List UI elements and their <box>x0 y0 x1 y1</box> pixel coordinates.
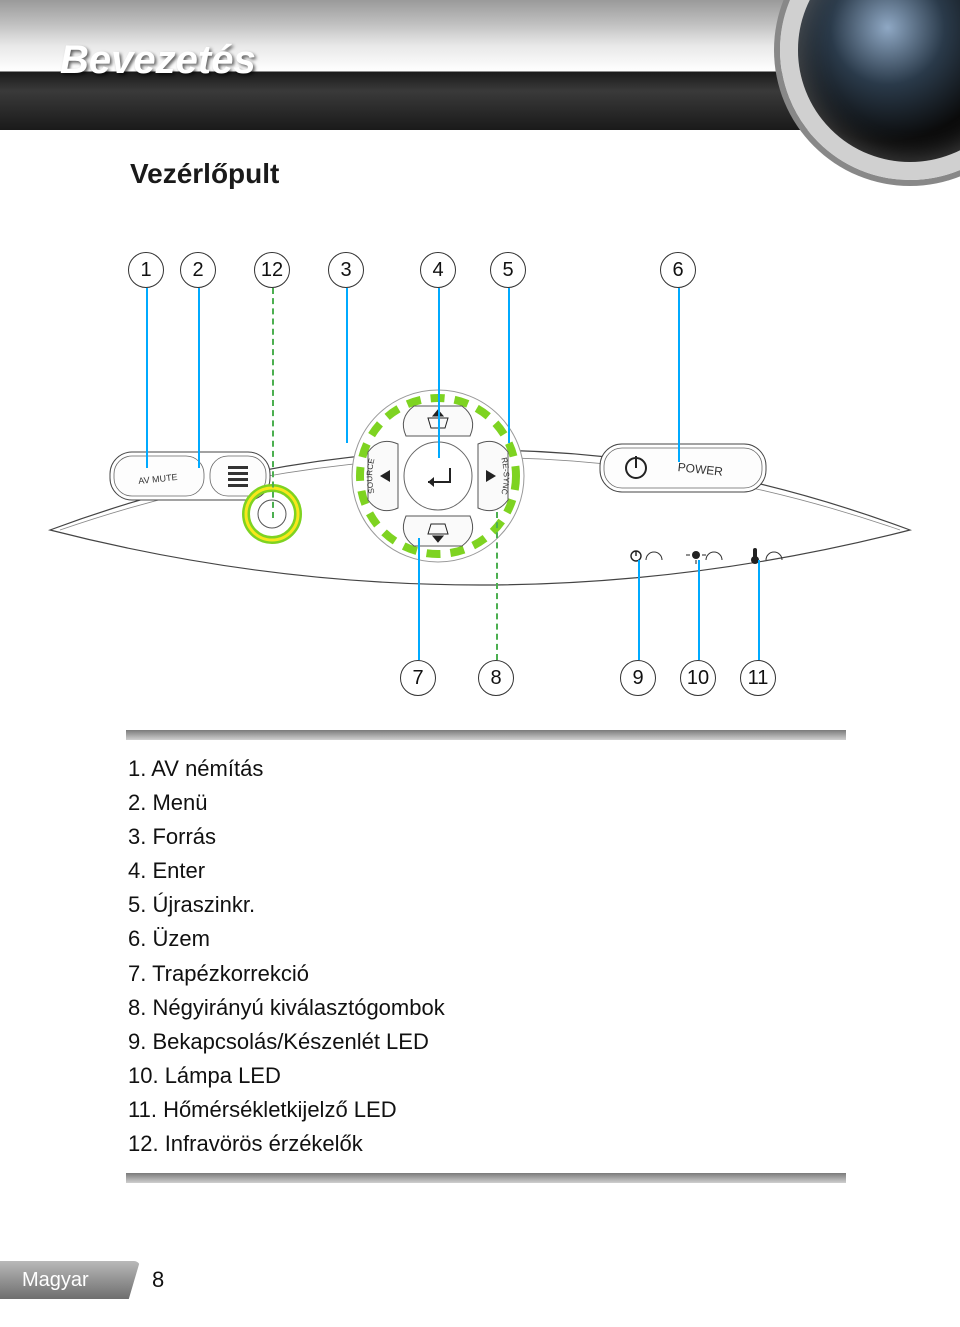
legend-item: 4. Enter <box>128 854 846 888</box>
callout-11: 11 <box>740 660 776 696</box>
callout-10: 10 <box>680 660 716 696</box>
legend-divider-bottom <box>126 1173 846 1183</box>
footer: Magyar 8 <box>0 1257 170 1299</box>
legend-item: 12. Infravörös érzékelők <box>128 1127 846 1161</box>
legend-list: 1. AV némítás 2. Menü 3. Forrás 4. Enter… <box>126 752 846 1161</box>
leader-12 <box>272 288 274 518</box>
control-panel-diagram: AV MUTE SO <box>40 380 920 640</box>
callout-2: 2 <box>180 252 216 288</box>
legend: 1. AV némítás 2. Menü 3. Forrás 4. Enter… <box>126 730 846 1183</box>
leader-4 <box>438 288 440 458</box>
legend-item: 5. Újraszinkr. <box>128 888 846 922</box>
legend-item: 10. Lámpa LED <box>128 1059 846 1093</box>
legend-item: 9. Bekapcsolás/Készenlét LED <box>128 1025 846 1059</box>
leader-9 <box>638 560 640 660</box>
page-subtitle: Vezérlőpult <box>130 158 279 190</box>
footer-page-number: 8 <box>152 1267 164 1293</box>
leader-11 <box>758 560 760 660</box>
lens-decor <box>780 0 960 180</box>
leader-1 <box>146 288 148 468</box>
leader-5 <box>508 288 510 443</box>
leader-10 <box>698 560 700 660</box>
footer-language-tab: Magyar <box>0 1261 140 1299</box>
leader-8 <box>496 512 498 660</box>
legend-item: 3. Forrás <box>128 820 846 854</box>
callout-5: 5 <box>490 252 526 288</box>
leader-2 <box>198 288 200 468</box>
callout-4: 4 <box>420 252 456 288</box>
callout-6: 6 <box>660 252 696 288</box>
legend-item: 2. Menü <box>128 786 846 820</box>
callout-9: 9 <box>620 660 656 696</box>
callout-8: 8 <box>478 660 514 696</box>
section-title: Bevezetés <box>60 38 256 83</box>
legend-item: 6. Üzem <box>128 922 846 956</box>
leader-7 <box>418 538 420 660</box>
callout-12: 12 <box>254 252 290 288</box>
callout-1: 1 <box>128 252 164 288</box>
legend-divider-top <box>126 730 846 740</box>
leader-3 <box>346 288 348 443</box>
callout-3: 3 <box>328 252 364 288</box>
leader-6 <box>678 288 680 462</box>
callout-7: 7 <box>400 660 436 696</box>
legend-item: 7. Trapézkorrekció <box>128 957 846 991</box>
legend-item: 11. Hőmérsékletkijelző LED <box>128 1093 846 1127</box>
legend-item: 1. AV némítás <box>128 752 846 786</box>
legend-item: 8. Négyirányú kiválasztógombok <box>128 991 846 1025</box>
